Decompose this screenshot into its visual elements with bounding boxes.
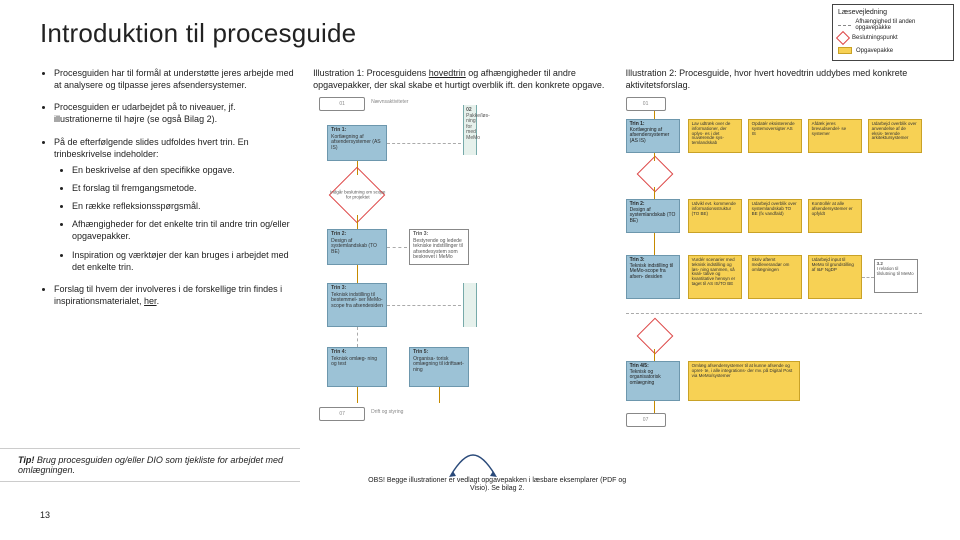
illustration-2: Illustration 2: Procesguide, hvor hvert … (626, 67, 920, 487)
step1-act1: Lav udtræk over de informationer, der op… (688, 119, 742, 153)
step1-act3: Afdæk jeres brevudsendel- se systemer (808, 119, 862, 153)
legend-decision: Beslutningspunkt (838, 33, 948, 43)
il1-cap-a: Illustration 1: Procesguidens (313, 68, 429, 78)
step4-head: Trin 4/5:Teknisk og organisatorisk omlæg… (626, 361, 680, 401)
step1-head: Trin 1:Kortlægning af afsendersystemer (… (626, 119, 680, 153)
legend-package-icon (838, 47, 852, 54)
f2-start: 01 (626, 97, 666, 111)
flow-start: 01 (319, 97, 365, 111)
subbullet-reflection: En række refleksionsspørgsmål. (72, 200, 295, 212)
trin-1: Trin 1:Kortlægning af afsendersystemer (… (327, 125, 387, 161)
subbullet-tools: Inspiration og værktøjer der kan bruges … (72, 249, 295, 273)
step4-act1: Omlæg afsendersystemer til at kunne afse… (688, 361, 800, 401)
subbullet-dependencies: Afhængigheder for det enkelte trin til a… (72, 218, 295, 242)
step2-act2: Udarbejd overblik over systemlandskab TO… (748, 199, 802, 233)
bullet-involvement-text: Forslag til hvem der involveres i de for… (54, 284, 282, 306)
step2-act1: Udvikl evt. kommende informationsstruktu… (688, 199, 742, 233)
side-pkg-b (463, 283, 477, 327)
left-column: Procesguiden har til formål at understøt… (40, 67, 295, 487)
illustration-2-caption: Illustration 2: Procesguide, hvor hvert … (626, 67, 920, 91)
tip-box: Tip! Brug procesguiden og/eller DIO som … (0, 448, 300, 482)
bullet-involvement: Forslag til hvem der involveres i de for… (54, 283, 295, 307)
step3-head: Trin 3:Teknisk indstilling til MeMo-scop… (626, 255, 680, 299)
bullet-levels: Procesguiden er udarbejdet på to niveaue… (54, 101, 295, 125)
step3-act2: Skriv aftemt medleverandør om omlægninge… (748, 255, 802, 299)
step3-act3: Udarbejd input til MeMo til grundstillin… (808, 255, 862, 299)
flow-end: 07 (319, 407, 365, 421)
memo-ref: 3.2I relation til tilslutning til MeMo (874, 259, 918, 293)
legend-decision-label: Beslutningspunkt (852, 35, 898, 41)
step1-act4: Udarbejd overblik over anvendelse af de … (868, 119, 922, 153)
bullet-steps-intro: På de efterfølgende slides udfoldes hver… (54, 136, 295, 273)
step1-act2: Opdatér eksisterende systemoversigter AS… (748, 119, 802, 153)
trin-2: Trin 2:Design af systemlandskab (TO BE) (327, 229, 387, 265)
legend-dependency: Afhængighed til anden opgavepakke (838, 19, 948, 31)
legend-package: Opgavepakke (838, 47, 948, 54)
subbullet-desc: En beskrivelse af den specifikke opgave. (72, 164, 295, 176)
trin-3-side: Trin 3:Bestyrende og ledede tekniske ind… (409, 229, 469, 265)
flowchart-1: 01 Nævnsaktiviteter 02Pakke/løs- ning fo… (313, 97, 607, 487)
tip-text: Brug procesguiden og/eller DIO som tjekl… (18, 455, 283, 475)
bullet-steps-intro-text: På de efterfølgende slides udfoldes hver… (54, 137, 249, 159)
il1-cap-b: hovedtrin (429, 68, 466, 78)
trin-4: Trin 4:Teknisk omlæg- ning og test (327, 347, 387, 387)
link-her[interactable]: her (144, 296, 157, 306)
side-pkg-02: 02Pakke/løs- ning for med MeMo (463, 105, 477, 155)
subbullet-method: Et forslag til fremgangsmetode. (72, 182, 295, 194)
decision-r3 (636, 318, 673, 355)
flow-start-label: Nævnsaktiviteter (371, 99, 408, 105)
legend-package-label: Opgavepakke (856, 48, 893, 54)
decision-r1 (636, 156, 673, 193)
trin-5: Trin 5:Organisa- torisk omlægning til id… (409, 347, 469, 387)
obs-arrow-icon (445, 449, 501, 479)
legend-title: Læsevejledning (838, 9, 948, 16)
tip-label: Tip! (18, 455, 34, 465)
flowchart-2: 01 Trin 1:Kortlægning af afsendersysteme… (626, 97, 920, 487)
f2-end: 07 (626, 413, 666, 427)
legend-dash-icon (838, 25, 851, 26)
legend: Læsevejledning Afhængighed til anden opg… (832, 4, 954, 61)
flow-end-label: Drift og styring (371, 409, 403, 415)
legend-dep-label: Afhængighed til anden opgavepakke (855, 19, 948, 31)
bullet-purpose: Procesguiden har til formål at understøt… (54, 67, 295, 91)
illustration-1: Illustration 1: Procesguidens hovedtrin … (313, 67, 607, 487)
step2-head: Trin 2:Design af systemlandskab (TO BE) (626, 199, 680, 233)
page-number: 13 (40, 510, 50, 520)
step2-act3: Kontrollér at alle afsendersystemer er o… (808, 199, 862, 233)
step3-act1: Vurdér scenarier med teknisk indstilling… (688, 255, 742, 299)
legend-diamond-icon (836, 31, 850, 45)
trin-3: Trin 3:Teknisk indstilling til bestemmel… (327, 283, 387, 327)
obs-note: OBS! Begge illustrationer er vedlagt opg… (367, 477, 627, 494)
page-title: Introduktion til procesguide (40, 18, 920, 49)
illustration-1-caption: Illustration 1: Procesguidens hovedtrin … (313, 67, 607, 91)
